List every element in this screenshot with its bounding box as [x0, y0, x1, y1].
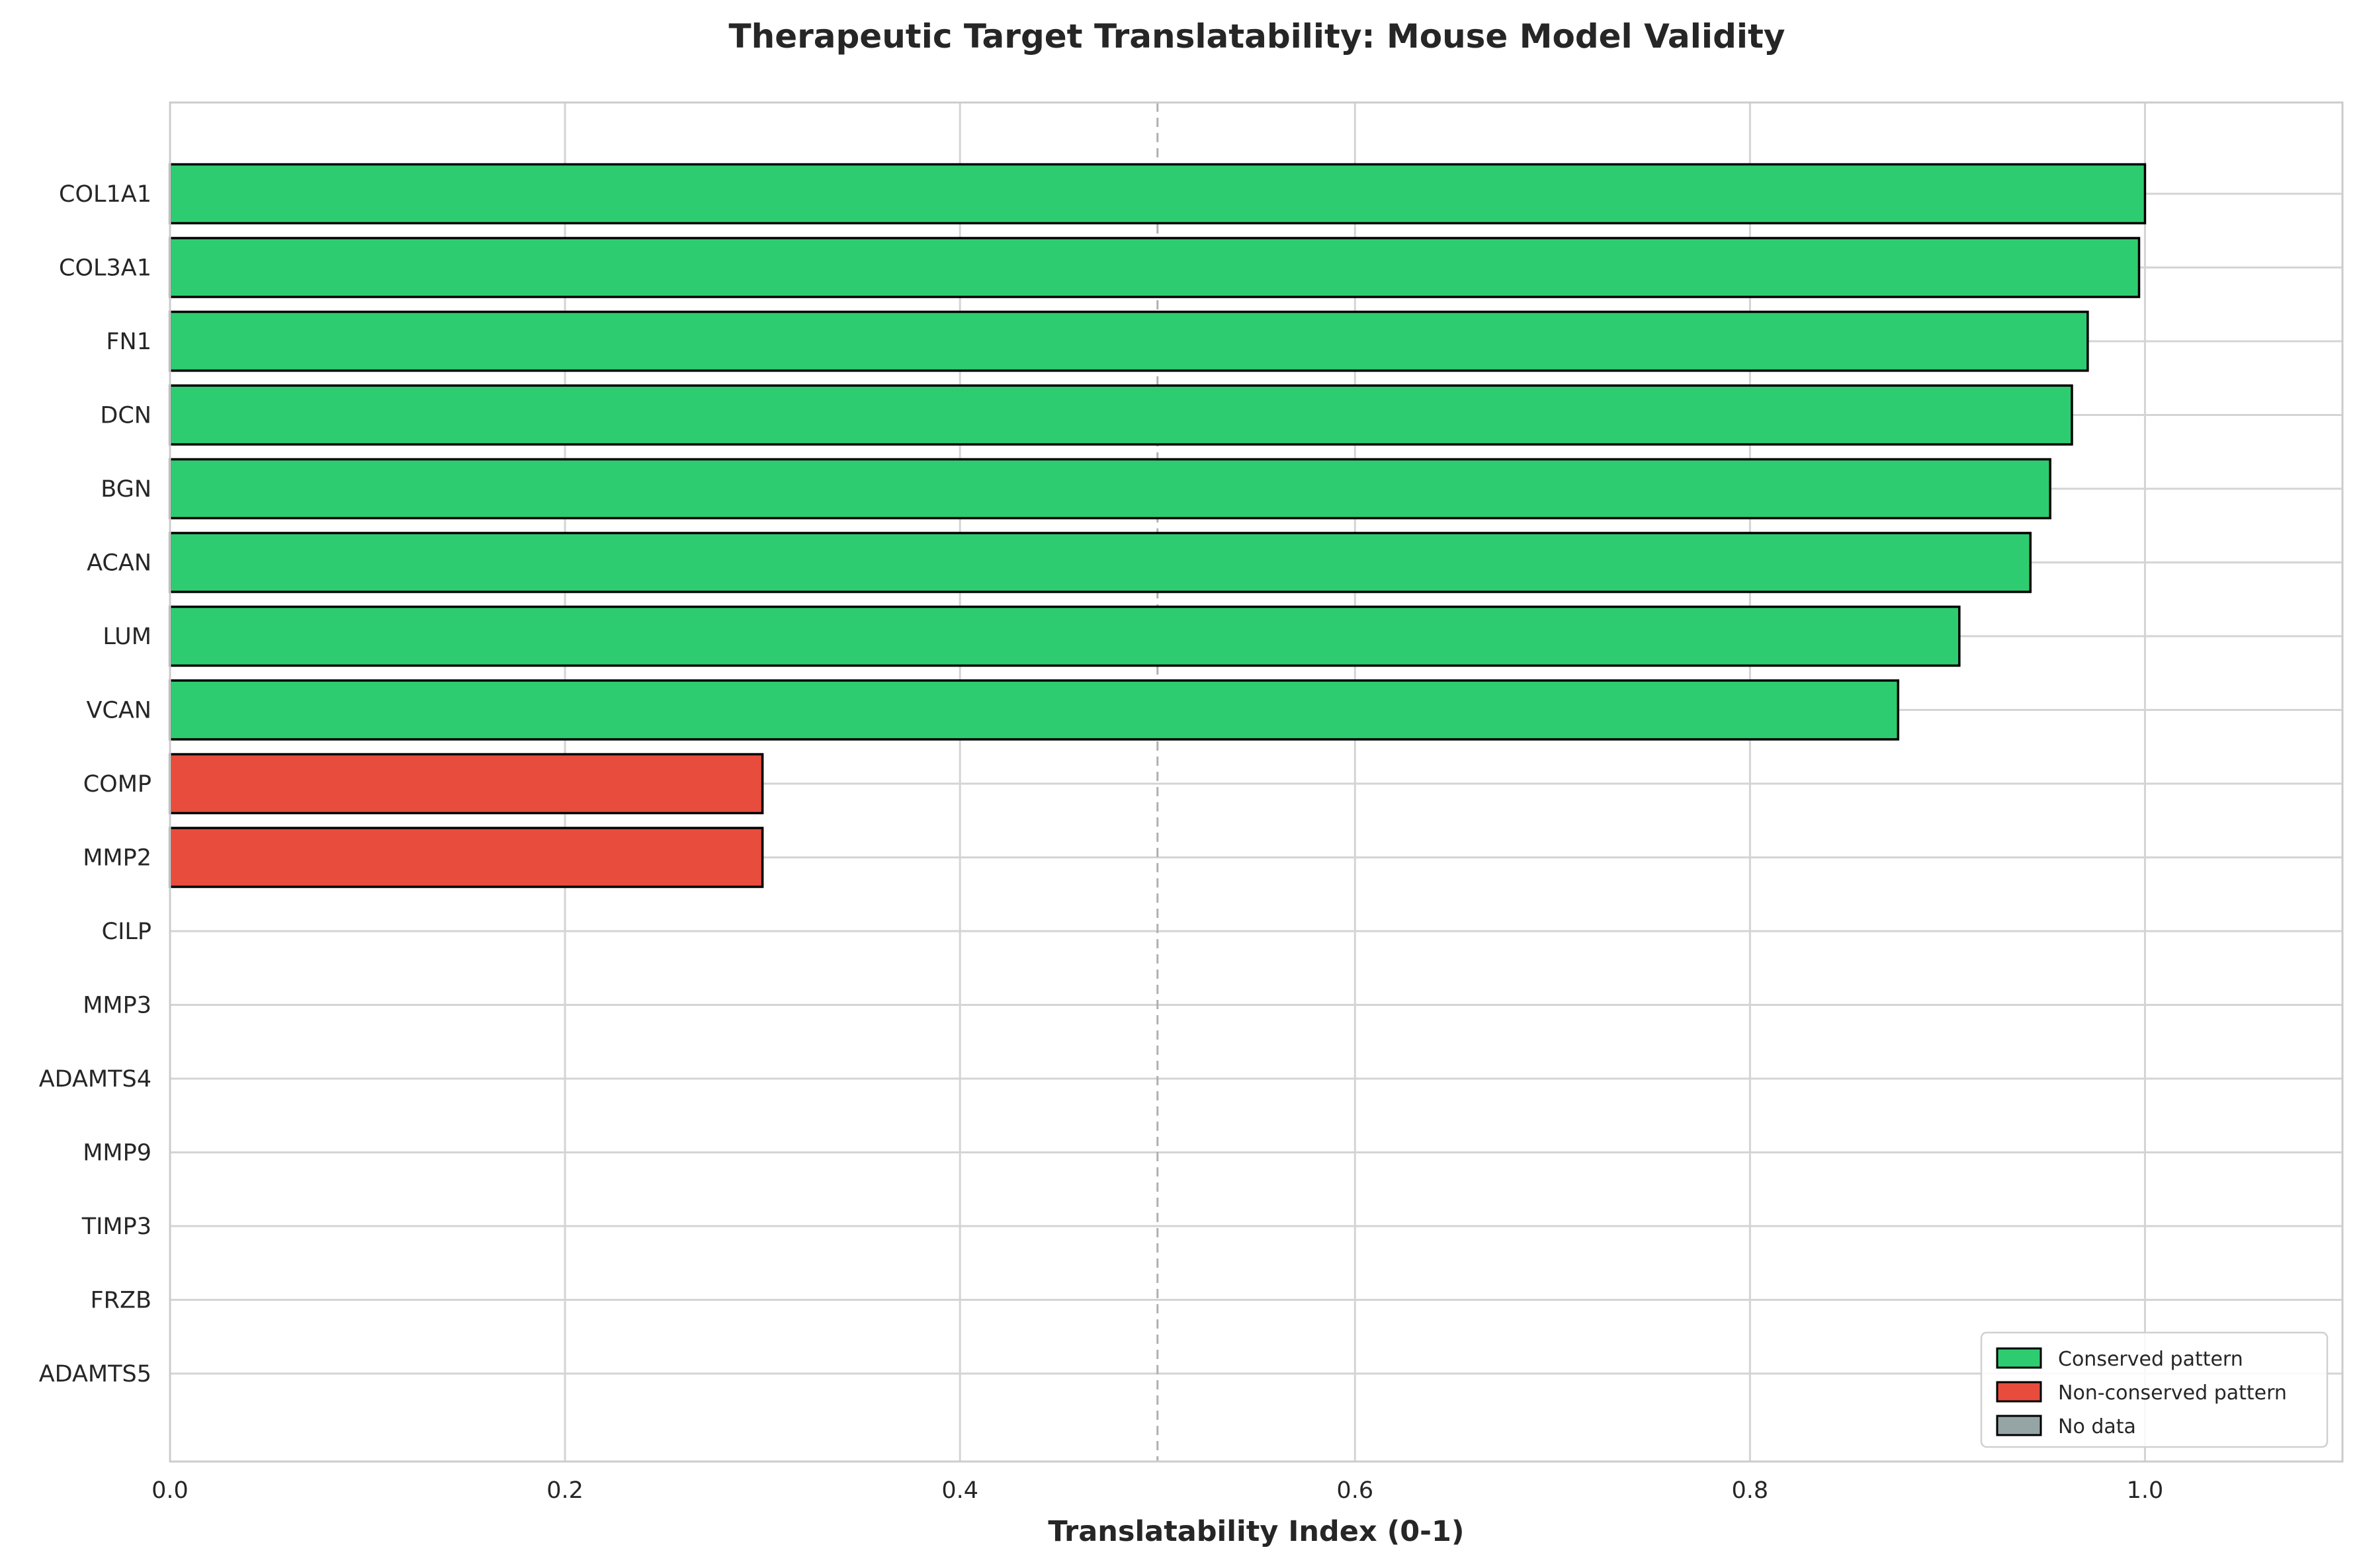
y-tick-label: BGN [101, 476, 151, 503]
y-tick-label: COMP [83, 771, 151, 798]
y-tick-label: LUM [103, 624, 151, 650]
y-tick-label: ADAMTS5 [39, 1361, 151, 1387]
legend-label-non-conserved: Non-conserved pattern [2058, 1382, 2287, 1405]
bars [169, 163, 2147, 888]
y-tick-label: MMP2 [83, 845, 151, 872]
bar-col3a1 [169, 237, 2141, 298]
bar-mmp2 [169, 827, 764, 888]
legend-label-no-data: No data [2058, 1415, 2136, 1438]
x-tick-label: 0.6 [1336, 1477, 1373, 1504]
legend-swatch-no-data [1996, 1415, 2042, 1436]
legend-swatch-non-conserved [1996, 1381, 2042, 1403]
x-tick-label: 0.8 [1732, 1477, 1769, 1504]
bar-comp [169, 753, 764, 815]
x-axis-label: Translatability Index (0-1) [1048, 1515, 1464, 1548]
bar-col1a1 [169, 163, 2147, 225]
y-tick-label: DCN [100, 403, 151, 429]
y-tick-label: TIMP3 [81, 1214, 151, 1240]
y-tick-label: MMP3 [83, 993, 151, 1019]
plot-frame [169, 101, 2344, 1463]
y-tick-label: FN1 [106, 329, 151, 355]
bar-bgn [169, 458, 2051, 520]
x-tick-label: 0.2 [546, 1477, 583, 1504]
bar-lum [169, 605, 1961, 667]
x-tick-labels: 0.0 0.2 0.4 0.6 0.8 1.0 [151, 1477, 2163, 1504]
y-tick-labels: COL1A1 COL3A1 FN1 DCN BGN ACAN LUM VCAN COMP MMP2… [39, 181, 151, 1387]
bar-acan [169, 532, 2032, 593]
x-tick-label: 1.0 [2127, 1477, 2164, 1504]
legend-label-conserved: Conserved pattern [2058, 1348, 2243, 1371]
legend-box [1980, 1331, 2329, 1448]
x-tick-label: 0.4 [941, 1477, 978, 1504]
legend-swatch-conserved [1996, 1347, 2042, 1369]
bar-vcan [169, 679, 1900, 741]
legend: Conserved pattern Non-conserved pattern No… [1980, 1331, 2329, 1448]
chart-title: Therapeutic Target Translatability: Mous… [729, 17, 1785, 56]
x-tick-label: 0.0 [151, 1477, 189, 1504]
y-tick-label: CILP [102, 919, 151, 945]
y-tick-label: ADAMTS4 [39, 1066, 151, 1093]
y-tick-label: COL3A1 [59, 255, 151, 282]
y-tick-label: ACAN [87, 550, 151, 577]
bar-fn1 [169, 310, 2089, 372]
bar-dcn [169, 384, 2073, 446]
legend-items: Conserved pattern Non-conserved pattern No… [1996, 1347, 2287, 1438]
y-tick-label: COL1A1 [59, 181, 151, 208]
y-tick-label: FRZB [91, 1288, 151, 1314]
y-tick-label: VCAN [86, 698, 151, 724]
y-tick-label: MMP9 [83, 1140, 151, 1167]
